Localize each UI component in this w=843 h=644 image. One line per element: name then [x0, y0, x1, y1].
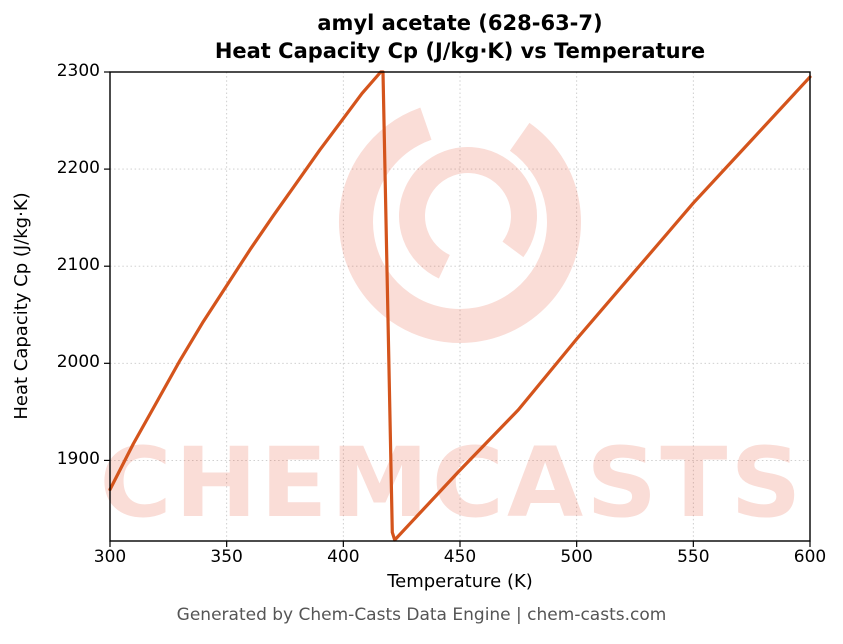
x-axis-label: Temperature (K) — [387, 571, 533, 592]
x-tick-label: 350 — [210, 547, 243, 567]
x-tick-label: 450 — [443, 547, 477, 567]
x-tick-label: 400 — [327, 547, 360, 567]
watermark: CHEMCASTS — [100, 101, 805, 539]
cp-data-line — [108, 70, 812, 542]
footer-caption: Generated by Chem-Casts Data Engine | ch… — [176, 605, 667, 625]
y-tick-label: 2200 — [56, 158, 100, 179]
y-tick-label: 1900 — [56, 449, 100, 470]
x-tick-label: 550 — [677, 547, 710, 567]
y-tick-label: 2100 — [56, 255, 100, 276]
chart-title-line1: amyl acetate (628-63-7) — [317, 11, 603, 35]
chart-title-line2: Heat Capacity Cp (J/kg·K) vs Temperature — [214, 39, 706, 63]
x-tick-label: 500 — [560, 547, 593, 567]
y-tick-label: 2000 — [56, 352, 100, 373]
watermark-swirl-outer-icon — [339, 101, 581, 343]
y-tick-label: 2300 — [56, 61, 100, 81]
watermark-swirl-inner-icon — [399, 147, 537, 285]
watermark-text: CHEMCASTS — [100, 427, 805, 539]
y-axis-label: Heat Capacity Cp (J/kg·K) — [11, 192, 32, 420]
x-tick-label: 300 — [93, 547, 127, 567]
x-tick-label: 600 — [793, 547, 827, 567]
